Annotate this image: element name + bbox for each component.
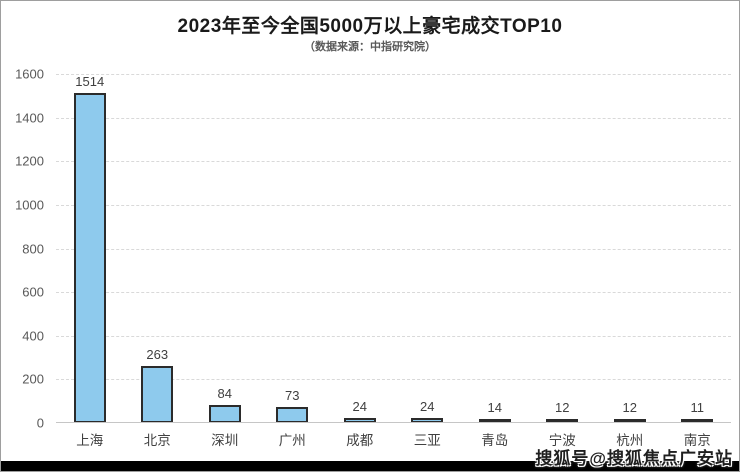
- bar-column-宁波: 12: [529, 74, 597, 423]
- x-axis-label: 南京: [683, 433, 711, 448]
- x-axis-label: 杭州: [616, 433, 644, 448]
- x-axis-label: 上海: [76, 433, 104, 448]
- chart-title: 2023年至今全国5000万以上豪宅成交TOP10: [177, 16, 563, 37]
- x-axis-label: 成都: [346, 433, 374, 448]
- x-axis-label: 宁波: [548, 433, 576, 448]
- bar-column-广州: 73: [259, 74, 327, 423]
- bar: [276, 407, 309, 423]
- y-tick-label: 600: [22, 284, 44, 300]
- plot-area: 0 200 400 600 800 1000 1200 1400 1600 1514 263 84 7…: [15, 67, 731, 431]
- y-tick-label: 200: [22, 371, 44, 387]
- bar-column-上海: 1514: [56, 74, 124, 423]
- x-axis-line: [56, 422, 731, 423]
- bar: [73, 93, 106, 423]
- gridline-200: [56, 379, 731, 381]
- gridline-1400: [56, 117, 731, 119]
- bar-value-label: 84: [217, 386, 232, 401]
- gridline-1600: [56, 74, 731, 75]
- bar-column-深圳: 84: [191, 74, 259, 423]
- x-axis-label: 三亚: [413, 433, 441, 448]
- bar-column-北京: 263: [124, 74, 192, 423]
- y-tick-label: 1400: [15, 110, 44, 126]
- watermark: 搜狐号@搜狐焦点广安站: [535, 449, 733, 468]
- bar-column-三亚: 24: [394, 74, 462, 423]
- x-axis-label: 北京: [143, 433, 171, 448]
- y-tick-label: 1000: [15, 197, 44, 213]
- bar-value-label: 73: [285, 388, 300, 403]
- bar-column-青岛: 14: [461, 74, 529, 423]
- bar-value-label: 263: [146, 347, 169, 362]
- y-tick-label: 800: [22, 241, 44, 256]
- bar-value-label: 12: [622, 400, 637, 415]
- bar-value-label: 1514: [75, 74, 105, 89]
- bar-column-杭州: 12: [596, 74, 664, 423]
- bar-column-成都: 24: [326, 74, 394, 423]
- gridline-600: [56, 292, 731, 294]
- bar-value-label: 14: [487, 400, 502, 415]
- bar-value-label: 24: [420, 399, 435, 414]
- y-tick-label: 0: [36, 415, 44, 431]
- y-tick-label: 1600: [15, 66, 44, 82]
- chart-subtitle: （数据来源：中指研究院）: [304, 41, 436, 53]
- bar-value-label: 11: [690, 400, 705, 415]
- x-axis-label: 青岛: [481, 433, 509, 448]
- bar: [208, 405, 241, 423]
- bottom-black-bar: [1, 461, 739, 471]
- gridline-1000: [56, 204, 731, 206]
- bar-column-南京: 11: [664, 74, 732, 423]
- bar-value-label: 12: [555, 400, 570, 415]
- x-axis-labels: 上海 北京 深圳 广州 成都 三亚 青岛 宁波 杭州 南京: [56, 429, 731, 449]
- bar: [141, 366, 174, 423]
- gridline-400: [56, 335, 731, 337]
- y-tick-label: 1200: [15, 153, 44, 169]
- y-tick-label: 400: [22, 328, 44, 344]
- gridline-1200: [56, 161, 731, 163]
- bar-value-label: 24: [352, 399, 367, 414]
- x-axis-label: 广州: [278, 433, 306, 448]
- gridline-800: [56, 248, 731, 250]
- bars-layer: 1514 263 84 73 24 24 14 12 12 11: [56, 74, 731, 423]
- x-axis-label: 深圳: [211, 433, 239, 448]
